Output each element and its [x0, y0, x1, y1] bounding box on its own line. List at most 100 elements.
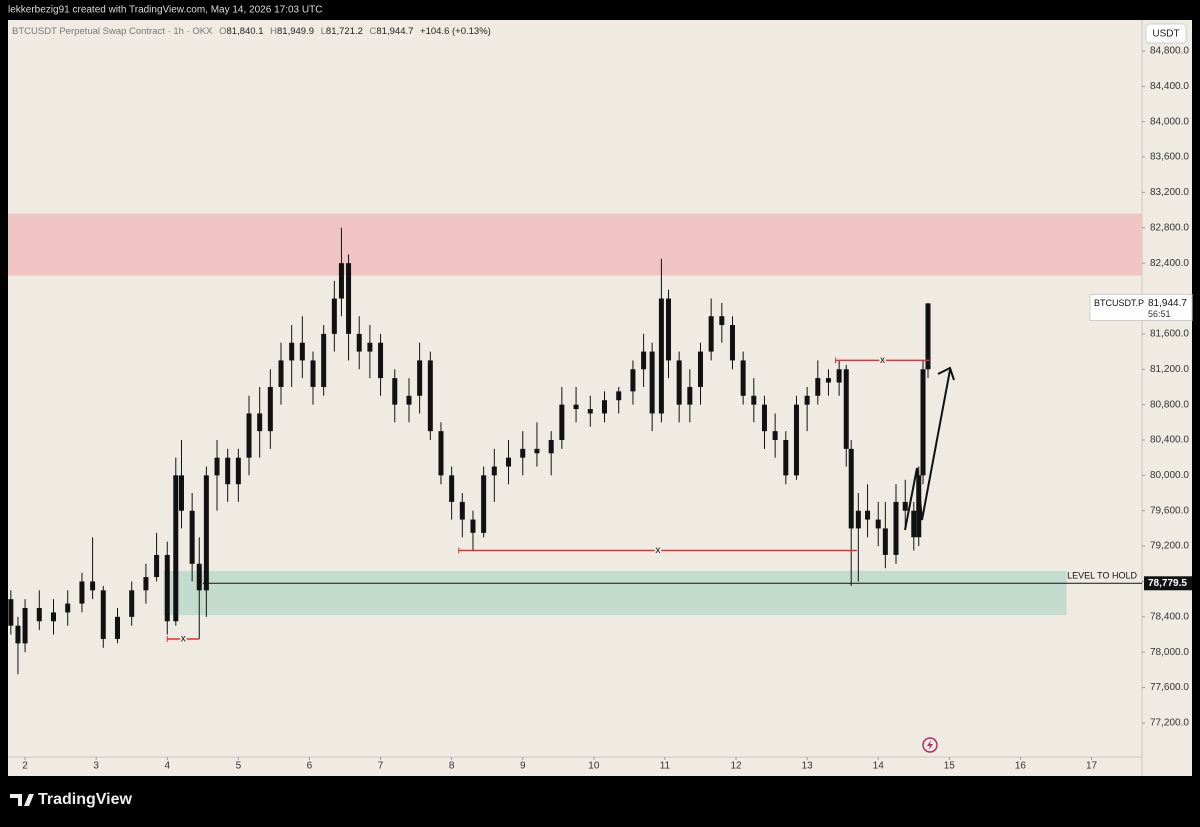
candle-body [114, 616, 120, 639]
candle-body [616, 391, 622, 401]
candle-body [79, 581, 85, 604]
y-tick-label: 84,000.0 [1150, 116, 1189, 127]
candle-body [911, 510, 917, 538]
arrow [904, 366, 955, 531]
y-tick-label: 82,800.0 [1150, 222, 1189, 233]
candle-body [719, 316, 725, 326]
zone [8, 213, 1142, 276]
y-tick-label: 83,200.0 [1150, 187, 1189, 198]
y-tick-label: 81,600.0 [1150, 329, 1189, 340]
candle-body [331, 298, 337, 334]
candle-body [51, 612, 57, 622]
countdown: 56:51 [1148, 309, 1171, 319]
candle-body [338, 263, 344, 299]
candle-body [491, 466, 497, 476]
candle-body [649, 351, 655, 414]
x-tick-label: 7 [378, 761, 384, 772]
plot: 77,200.077,600.078,000.078,400.078,800.0… [8, 46, 1193, 772]
y-tick-label: 84,400.0 [1150, 81, 1189, 92]
candle-body [438, 431, 444, 476]
alert-icon-bolt [927, 740, 933, 750]
candle-body [740, 360, 746, 396]
candle-body [235, 457, 241, 485]
last-price: 81,944.7 [1148, 298, 1187, 309]
plot-background [8, 20, 1192, 776]
candle-body [65, 603, 71, 613]
candle-body [658, 298, 664, 414]
y-tick-label: 77,200.0 [1150, 718, 1189, 729]
change: +104.6 (+0.13%) [420, 26, 491, 37]
x-tick-label: 16 [1015, 761, 1027, 772]
candle-body [310, 360, 316, 387]
candle-body [173, 475, 179, 622]
candle-body [299, 342, 305, 361]
y-tick-label: 80,800.0 [1150, 399, 1189, 410]
x-tick-label: 5 [236, 761, 242, 772]
candle-body [804, 395, 810, 405]
y-tick-label: 80,400.0 [1150, 435, 1189, 446]
candle-body [378, 342, 384, 379]
y-tick-label: 79,600.0 [1150, 505, 1189, 516]
level-price-box [1144, 576, 1192, 591]
candle-body [267, 386, 273, 432]
x-tick-label: 3 [93, 761, 99, 772]
zone [163, 570, 1067, 616]
candle-body [534, 448, 540, 454]
y-tick-label: 81,200.0 [1150, 364, 1189, 375]
candle-body [865, 510, 871, 520]
candle-body [225, 457, 231, 485]
x-tick-label: 2 [22, 761, 28, 772]
y-tick-label: 78,000.0 [1150, 647, 1189, 658]
candle-body [729, 325, 735, 361]
candle-body [346, 263, 352, 334]
x-tick-label: 14 [873, 761, 885, 772]
x-tick-label: 13 [802, 761, 814, 772]
ohlc-key: O [219, 26, 226, 37]
y-tick-label: 80,000.0 [1150, 470, 1189, 481]
candle-body [761, 404, 767, 432]
candle-body [367, 342, 373, 352]
candle-body [143, 577, 149, 591]
candle-body [697, 351, 703, 387]
candle-body [665, 298, 671, 361]
candle-body [772, 431, 778, 440]
candle-body [203, 475, 209, 591]
candle-body [893, 501, 899, 555]
candle-body [751, 395, 757, 405]
candle-body [417, 360, 423, 396]
candle-body [36, 608, 42, 622]
last-price-box [1089, 293, 1193, 321]
candle-body [470, 519, 476, 533]
x-tick-label: 10 [588, 761, 600, 772]
level-label: LEVEL TO HOLD [1067, 571, 1137, 581]
ohlc-key: C [370, 26, 377, 37]
currency-box [1145, 23, 1187, 44]
x-tick-label: 8 [449, 761, 455, 772]
x-tick-label: 15 [944, 761, 956, 772]
candle-body [825, 378, 831, 383]
candle-body [189, 510, 195, 564]
ohlc-key: H [270, 26, 277, 37]
candle-body [587, 409, 593, 414]
candle-body [15, 625, 21, 644]
currency: USDT [1152, 29, 1179, 40]
ohlc-value: 81,949.9 [277, 26, 314, 37]
candle-body [481, 475, 487, 533]
candle-body [783, 440, 789, 476]
brand-logo [10, 794, 34, 806]
arrow-path [904, 369, 951, 531]
candle-body [602, 400, 608, 414]
candle-body [129, 590, 135, 617]
candle-body [246, 413, 252, 458]
candle-body [641, 351, 647, 370]
candle-body [520, 448, 526, 458]
candle-body [848, 448, 854, 529]
candle-body [427, 360, 433, 432]
candle-body [676, 360, 682, 405]
candle-body [406, 395, 412, 405]
level-price: 78,779.5 [1148, 578, 1187, 589]
x-tick-label: 11 [660, 761, 671, 772]
last-price-tag: BTCUSDT.P [1094, 298, 1144, 308]
candle-body [630, 369, 636, 392]
alert-icon[interactable] [922, 737, 938, 753]
